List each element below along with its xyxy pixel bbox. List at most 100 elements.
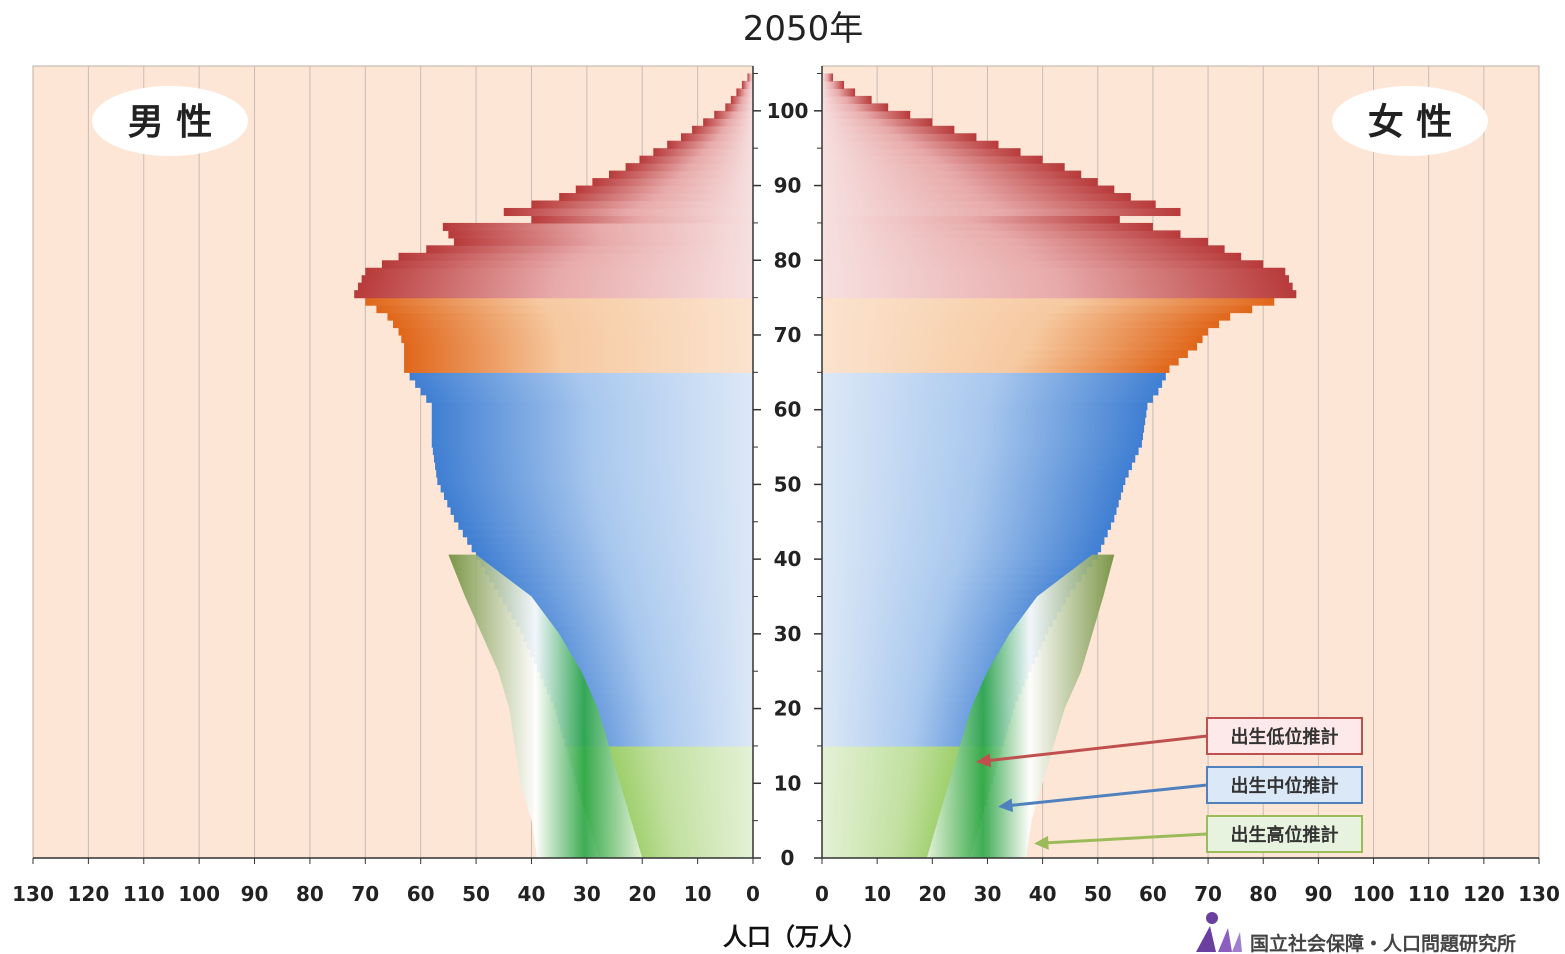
legend-label: 出生高位推計	[1231, 824, 1339, 846]
legend-arrow	[1007, 783, 1208, 808]
bar-male	[543, 678, 753, 687]
bar-male	[431, 402, 753, 411]
age-tick-label: 80	[774, 248, 802, 272]
bar-male	[586, 813, 753, 822]
bar-male	[609, 170, 753, 179]
bar-male	[404, 364, 753, 373]
x-axis-label: 人口（万人）	[723, 923, 867, 951]
bar-male	[431, 417, 753, 426]
bar-female	[822, 768, 996, 777]
age-axis: 0 10 20 30 40 50 60 70 80 90 100	[753, 72, 822, 870]
bar-female	[822, 618, 1053, 627]
age-tick-label: 50	[774, 472, 802, 496]
bar-male	[447, 499, 753, 508]
bar-male	[404, 342, 753, 351]
bar-male	[437, 476, 753, 486]
bar-male	[458, 521, 753, 530]
bar-female	[822, 118, 933, 127]
bar-female	[822, 409, 1147, 418]
bar-male	[580, 790, 753, 799]
bar-male	[398, 327, 753, 336]
bar-female	[822, 626, 1049, 635]
bar-male	[365, 267, 753, 276]
bar-female	[822, 417, 1146, 426]
bar-male	[555, 708, 753, 717]
bar-female	[822, 163, 1065, 172]
bar-female	[822, 678, 1025, 687]
bar-female	[822, 708, 1013, 717]
bar-female	[822, 566, 1087, 575]
x-tick-label: 90	[241, 882, 269, 906]
bar-male	[560, 723, 753, 732]
bar-female	[822, 790, 989, 799]
bar-male	[531, 200, 753, 209]
source-logo: 国立社会保障・人口問題研究所	[1196, 912, 1516, 954]
bar-male	[503, 207, 753, 217]
bar-female	[822, 544, 1102, 553]
bar-male	[426, 394, 753, 403]
age-tick-label: 10	[774, 771, 802, 795]
bar-male	[589, 820, 753, 829]
bar-female	[822, 193, 1131, 202]
bar-male	[450, 506, 753, 515]
bar-female	[822, 633, 1045, 642]
x-tick-label: 30	[573, 882, 601, 906]
bar-female	[822, 484, 1124, 493]
age-tick-label: 60	[774, 398, 802, 422]
bar-female	[822, 671, 1029, 680]
bar-female	[822, 394, 1153, 403]
x-tick-label: 80	[1249, 882, 1277, 906]
bar-female	[822, 245, 1225, 254]
bar-female	[822, 835, 976, 844]
bar-female	[822, 185, 1115, 194]
bar-female	[822, 215, 1120, 224]
bar-female	[822, 760, 998, 769]
bar-female	[822, 379, 1163, 388]
bar-female	[822, 372, 1166, 381]
bar-male	[703, 118, 753, 127]
bar-female	[822, 103, 889, 112]
source-text: 国立社会保障・人口問題研究所	[1250, 932, 1516, 954]
bar-male	[533, 656, 753, 665]
x-tick-label: 10	[684, 882, 712, 906]
bar-female	[822, 611, 1057, 620]
x-tick-label: 70	[351, 882, 379, 906]
bar-female	[822, 297, 1275, 306]
bar-male	[736, 88, 753, 97]
age-tick-label: 30	[774, 622, 802, 646]
bar-male	[527, 641, 753, 650]
x-tick-label: 40	[518, 882, 546, 906]
age-tick-label: 90	[774, 174, 802, 198]
bar-female	[822, 155, 1043, 164]
x-tick-label: 80	[296, 882, 324, 906]
bar-female	[822, 230, 1181, 239]
bar-male	[546, 686, 753, 695]
bar-male	[741, 80, 753, 90]
legend-box	[1206, 815, 1363, 853]
x-tick-label: 100	[1353, 882, 1395, 906]
bars-female	[822, 73, 1297, 858]
bar-female	[822, 320, 1220, 329]
projection-band-male	[448, 554, 643, 858]
bar-male	[387, 312, 753, 321]
bar-male	[692, 125, 753, 134]
bar-female	[822, 349, 1188, 358]
x-tick-label: 30	[974, 882, 1002, 906]
bar-female	[822, 454, 1136, 463]
legend-arrow-head	[1034, 835, 1049, 850]
bar-female	[822, 820, 980, 829]
bar-female	[822, 745, 1002, 754]
bar-female	[822, 148, 1021, 157]
bar-male	[584, 805, 753, 814]
bar-male	[591, 828, 753, 837]
x-tick-label: 60	[1139, 882, 1167, 906]
bar-male	[747, 73, 753, 82]
bar-male	[566, 745, 753, 754]
bar-male	[537, 663, 753, 672]
legend-arrow	[985, 734, 1208, 763]
bar-female	[822, 581, 1076, 590]
bar-male	[559, 193, 753, 202]
bar-female	[822, 312, 1231, 321]
bar-female	[822, 140, 999, 149]
x-tick-label: 120	[68, 882, 110, 906]
